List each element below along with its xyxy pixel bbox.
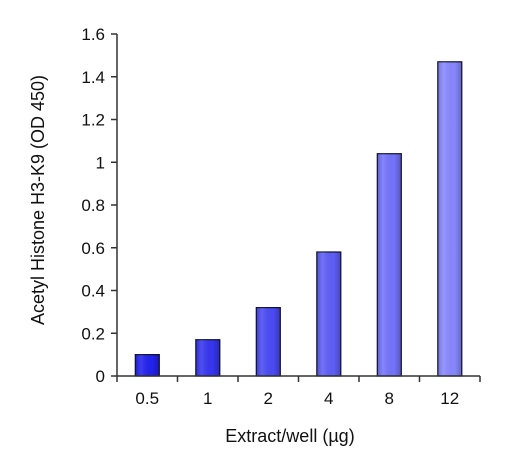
y-tick-label: 0.4 [81,282,105,301]
x-tick-label: 2 [264,389,273,408]
y-tick-label: 0.8 [81,196,105,215]
y-tick-label: 0 [96,367,105,386]
x-tick-label: 0.5 [135,389,159,408]
bar-shading [377,153,402,376]
x-axis-title: Extract/well (µg) [225,426,354,446]
x-tick-label: 12 [440,389,459,408]
x-tick-label: 4 [324,389,333,408]
bar-shading [437,61,462,377]
bar-shading [135,354,160,376]
y-axis-title: Acetyl Histone H3-K9 (OD 450) [28,75,48,325]
bar-shading [316,252,341,376]
y-tick-label: 1.4 [81,68,105,87]
bar-shading [195,339,220,376]
x-axis: 0.5 1 2 4 8 12 [116,375,481,408]
y-axis: 0 0.2 0.4 0.6 0.8 1 1.2 1.4 1.6 [81,25,118,386]
y-tick-label: 0.6 [81,239,105,258]
y-tick-label: 1.6 [81,25,105,44]
bar-shading [256,307,281,376]
y-tick-label: 1.2 [81,111,105,130]
bars-group [134,61,463,377]
x-tick-label: 8 [385,389,394,408]
y-tick-label: 1 [96,153,105,172]
y-tick-label: 0.2 [81,324,105,343]
x-tick-label: 1 [203,389,212,408]
